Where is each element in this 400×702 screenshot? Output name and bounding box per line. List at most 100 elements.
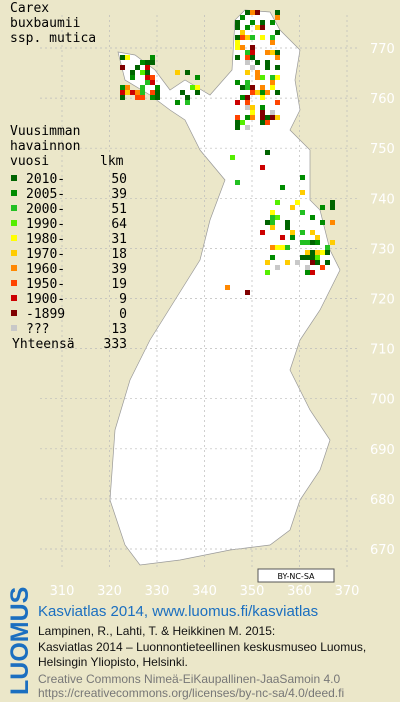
logo: LUOMUS xyxy=(6,587,34,695)
observation-dot xyxy=(120,65,125,70)
observation-dot xyxy=(330,205,335,210)
observation-dot xyxy=(120,85,125,90)
species-name: Carex xyxy=(10,1,49,16)
observation-dot xyxy=(265,270,270,275)
observation-dot xyxy=(245,95,250,100)
legend-count: 39 xyxy=(111,187,127,202)
observation-dot xyxy=(155,90,160,95)
observation-dot xyxy=(275,100,280,105)
observation-dot xyxy=(315,260,320,265)
observation-dot xyxy=(305,265,310,270)
observation-dot xyxy=(270,220,275,225)
observation-dot xyxy=(250,105,255,110)
legend-column: vuosi xyxy=(10,154,49,169)
x-grid-label: 310 xyxy=(50,584,75,599)
observation-dot xyxy=(275,215,280,220)
license: https://creativecommons.org/licenses/by-… xyxy=(38,686,344,700)
observation-dot xyxy=(235,35,240,40)
observation-dot xyxy=(240,15,245,20)
observation-dot xyxy=(175,70,180,75)
legend-label: 1970- xyxy=(26,247,65,262)
legend-count: 19 xyxy=(111,277,127,292)
observation-dot xyxy=(135,95,140,100)
observation-dot xyxy=(235,45,240,50)
x-grid-label: 320 xyxy=(97,584,122,599)
observation-dot xyxy=(195,75,200,80)
legend-swatch xyxy=(11,265,17,271)
observation-dot xyxy=(255,70,260,75)
legend-label: 2000- xyxy=(26,202,65,217)
observation-dot xyxy=(125,90,130,95)
legend-count: 9 xyxy=(119,292,127,307)
observation-dot xyxy=(260,85,265,90)
legend-label: 1960- xyxy=(26,262,65,277)
observation-dot xyxy=(250,50,255,55)
observation-dot xyxy=(260,20,265,25)
legend-count: 39 xyxy=(111,262,127,277)
observation-dot xyxy=(325,260,330,265)
legend-swatch xyxy=(11,190,17,196)
observation-dot xyxy=(245,50,250,55)
observation-dot xyxy=(310,255,315,260)
y-grid-label: 670 xyxy=(370,543,395,558)
observation-dot xyxy=(245,70,250,75)
observation-dot xyxy=(265,120,270,125)
citation: Lampinen, R., Lahti, T. & Heikkinen M. 2… xyxy=(38,624,275,638)
legend-label: 2010- xyxy=(26,172,65,187)
legend-count: 50 xyxy=(111,172,127,187)
observation-dot xyxy=(275,55,280,60)
observation-dot xyxy=(135,65,140,70)
legend-column: lkm xyxy=(100,154,124,169)
legend-total-label: Yhteensä xyxy=(12,337,75,352)
observation-dot xyxy=(250,90,255,95)
observation-dot xyxy=(270,80,275,85)
observation-dot xyxy=(270,215,275,220)
observation-dot xyxy=(300,230,305,235)
observation-dot xyxy=(250,55,255,60)
observation-dot xyxy=(250,10,255,15)
observation-dot xyxy=(330,200,335,205)
observation-dot xyxy=(285,245,290,250)
legend-heading: havainnon xyxy=(10,139,80,154)
observation-dot xyxy=(250,115,255,120)
observation-dot xyxy=(145,80,150,85)
observation-dot xyxy=(270,35,275,40)
observation-dot xyxy=(245,10,250,15)
observation-dot xyxy=(285,225,290,230)
observation-dot xyxy=(255,60,260,65)
observation-dot xyxy=(235,20,240,25)
legend-swatch xyxy=(11,250,17,256)
observation-dot xyxy=(310,215,315,220)
y-grid-label: 730 xyxy=(370,242,395,257)
legend-count: 18 xyxy=(111,247,127,262)
observation-dot xyxy=(315,240,320,245)
observation-dot xyxy=(250,85,255,90)
legend-label: 2005- xyxy=(26,187,65,202)
observation-dot xyxy=(250,35,255,40)
observation-dot xyxy=(270,110,275,115)
observation-dot xyxy=(245,100,250,105)
legend-label: 1980- xyxy=(26,232,65,247)
observation-dot xyxy=(140,85,145,90)
observation-dot xyxy=(240,85,245,90)
observation-dot xyxy=(125,85,130,90)
legend-label: 1990- xyxy=(26,217,65,232)
observation-dot xyxy=(305,240,310,245)
observation-dot xyxy=(250,20,255,25)
observation-dot xyxy=(315,250,320,255)
license-badge-text: BY-NC-SA xyxy=(277,572,315,581)
observation-dot xyxy=(295,260,300,265)
license-badge xyxy=(257,568,335,583)
observation-dot xyxy=(235,55,240,60)
observation-dot xyxy=(250,65,255,70)
observation-dot xyxy=(120,55,125,60)
observation-dot xyxy=(230,155,235,160)
observation-dot xyxy=(320,265,325,270)
observation-dot xyxy=(235,180,240,185)
legend-count: 64 xyxy=(111,217,127,232)
legend-swatch xyxy=(11,235,17,241)
observation-dot xyxy=(240,120,245,125)
observation-dot xyxy=(275,115,280,120)
observation-dot xyxy=(310,230,315,235)
